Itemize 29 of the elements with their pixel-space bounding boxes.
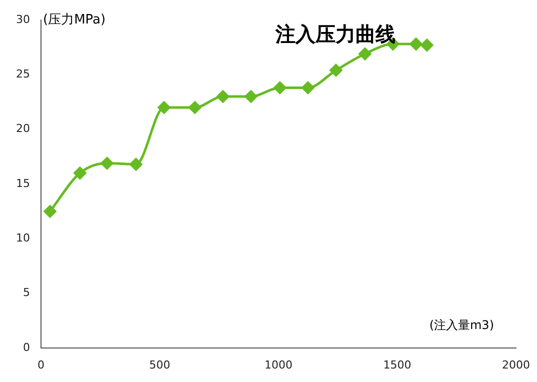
- point: [130, 158, 142, 171]
- y-tick-label: 0: [23, 340, 30, 354]
- x-tick-label: 0: [38, 358, 44, 372]
- x-tick-label: 1500: [383, 358, 412, 372]
- point: [358, 48, 372, 60]
- point: [330, 64, 342, 77]
- point: [420, 38, 434, 52]
- point: [274, 82, 286, 94]
- point: [410, 38, 422, 50]
- x-tick-label: 2000: [502, 358, 530, 372]
- point: [188, 101, 202, 114]
- y-tick-label: 15: [16, 176, 30, 190]
- y-tick-label: 25: [16, 68, 30, 81]
- x-tick-label: 1000: [264, 358, 292, 372]
- chart-title: 注入压力曲线: [274, 23, 396, 46]
- point: [216, 90, 230, 103]
- y-tick-label: 20: [16, 122, 30, 136]
- y-axis-title: (压力MPa): [43, 12, 106, 28]
- point: [44, 205, 56, 218]
- point: [302, 82, 314, 94]
- x-axis-title: (注入量m3): [429, 318, 494, 332]
- point: [158, 101, 170, 114]
- point: [244, 90, 258, 103]
- point: [100, 156, 114, 170]
- y-tick-label: 10: [16, 232, 30, 245]
- point: [74, 166, 86, 180]
- y-tick-label: 30: [16, 12, 30, 26]
- x-tick-label: 500: [149, 358, 170, 372]
- y-tick-label: 5: [23, 286, 30, 300]
